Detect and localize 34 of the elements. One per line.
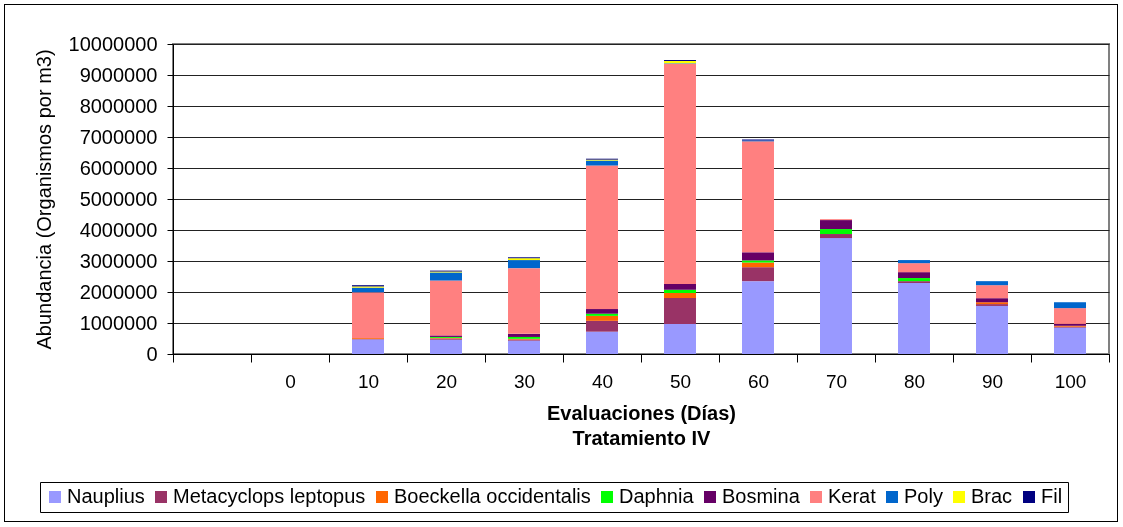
y-tick-label: 6000000 (79, 156, 158, 179)
legend-label: Kerat (828, 485, 877, 507)
legend-label: Boeckella occidentalis (394, 485, 591, 507)
legend-label: Fil (1041, 485, 1063, 507)
y-tick-label: 0 (146, 342, 158, 365)
legend-label: Brac (971, 485, 1013, 507)
x-tick-label: 20 (435, 370, 458, 392)
y-tick-label: 9000000 (79, 63, 158, 86)
legend-label: Poly (904, 485, 943, 507)
x-axis-title: Evaluaciones (Días) (547, 401, 736, 424)
x-tick-label: 60 (747, 370, 770, 392)
x-tick-label: 10 (357, 370, 380, 392)
y-tick-label: 10000000 (68, 32, 158, 55)
legend-label: Bosmina (722, 485, 801, 507)
y-tick-label: 5000000 (79, 187, 158, 210)
y-tick-label: 8000000 (79, 94, 158, 117)
legend-label: Nauplius (67, 485, 145, 507)
y-tick-label: 3000000 (79, 249, 158, 272)
x-tick-label: 30 (513, 370, 536, 392)
y-tick-label: 2000000 (79, 280, 158, 303)
y-tick-label: 4000000 (79, 218, 158, 241)
y-axis-title: Abundancia (Organismos por m3) (32, 49, 55, 350)
y-tick-label: 1000000 (79, 311, 158, 334)
legend-label: Metacyclops leptopus (173, 485, 366, 507)
text: Tratamiento IV (572, 426, 712, 449)
x-tick-label: 70 (825, 370, 848, 392)
legend-label: Daphnia (619, 485, 695, 507)
x-tick-label: 100 (1054, 370, 1087, 392)
x-tick-label: 0 (285, 370, 296, 392)
x-tick-label: 50 (669, 370, 692, 392)
x-tick-label: 40 (591, 370, 614, 392)
x-tick-label: 80 (903, 370, 926, 392)
y-tick-label: 7000000 (79, 125, 158, 148)
x-tick-label: 90 (981, 370, 1004, 392)
